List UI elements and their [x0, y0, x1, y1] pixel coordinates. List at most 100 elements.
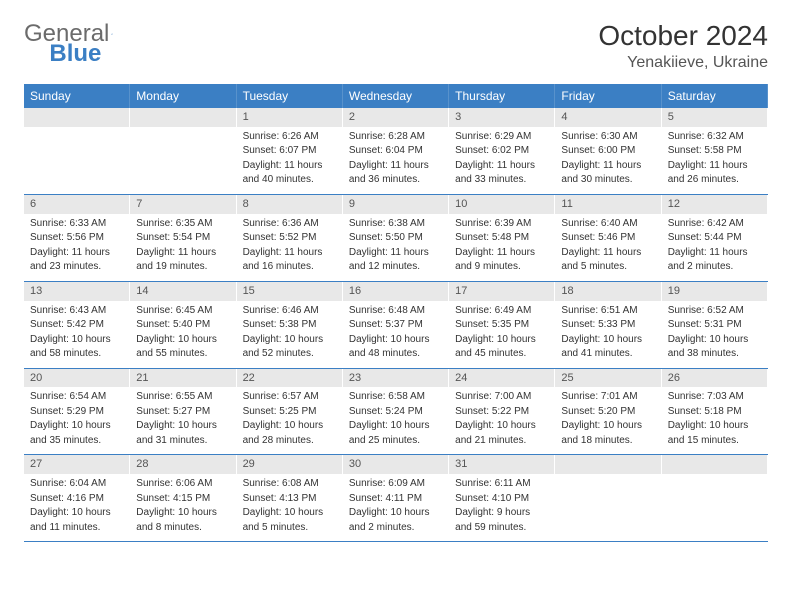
day-line: Daylight: 11 hours	[136, 246, 230, 260]
day-line: Sunset: 5:50 PM	[349, 231, 443, 245]
day-body: Sunrise: 6:30 AMSunset: 6:00 PMDaylight:…	[555, 127, 661, 194]
day-number: 1	[237, 108, 343, 127]
day-cell: 17Sunrise: 6:49 AMSunset: 5:35 PMDayligh…	[449, 282, 555, 368]
day-number	[130, 108, 236, 127]
day-body: Sunrise: 6:32 AMSunset: 5:58 PMDaylight:…	[662, 127, 768, 194]
day-body: Sunrise: 6:57 AMSunset: 5:25 PMDaylight:…	[237, 387, 343, 454]
day-line: Sunset: 5:58 PM	[668, 144, 762, 158]
day-cell	[24, 108, 130, 194]
day-cell: 21Sunrise: 6:55 AMSunset: 5:27 PMDayligh…	[130, 369, 236, 455]
day-line: Daylight: 10 hours	[349, 506, 443, 520]
day-line: and 25 minutes.	[349, 434, 443, 448]
day-line: Sunrise: 6:49 AM	[455, 304, 549, 318]
day-line: Daylight: 10 hours	[455, 333, 549, 347]
day-line: Daylight: 10 hours	[561, 333, 655, 347]
day-line: Sunset: 5:40 PM	[136, 318, 230, 332]
day-line: Daylight: 10 hours	[30, 419, 124, 433]
day-line: and 2 minutes.	[668, 260, 762, 274]
day-cell: 27Sunrise: 6:04 AMSunset: 4:16 PMDayligh…	[24, 455, 130, 541]
day-line: and 33 minutes.	[455, 173, 549, 187]
day-number: 13	[24, 282, 130, 301]
day-line: Daylight: 10 hours	[243, 419, 337, 433]
day-body: Sunrise: 6:58 AMSunset: 5:24 PMDaylight:…	[343, 387, 449, 454]
day-line: Sunrise: 6:36 AM	[243, 217, 337, 231]
day-number: 5	[662, 108, 768, 127]
day-number: 24	[449, 369, 555, 388]
day-line: Sunrise: 6:39 AM	[455, 217, 549, 231]
day-cell: 29Sunrise: 6:08 AMSunset: 4:13 PMDayligh…	[237, 455, 343, 541]
day-line: Daylight: 10 hours	[668, 333, 762, 347]
day-line: Daylight: 10 hours	[349, 419, 443, 433]
day-line: Sunset: 6:07 PM	[243, 144, 337, 158]
day-number: 10	[449, 195, 555, 214]
day-line: Daylight: 11 hours	[455, 246, 549, 260]
day-body: Sunrise: 6:54 AMSunset: 5:29 PMDaylight:…	[24, 387, 130, 454]
day-cell: 25Sunrise: 7:01 AMSunset: 5:20 PMDayligh…	[555, 369, 661, 455]
day-cell: 19Sunrise: 6:52 AMSunset: 5:31 PMDayligh…	[662, 282, 768, 368]
day-number: 19	[662, 282, 768, 301]
day-body: Sunrise: 6:35 AMSunset: 5:54 PMDaylight:…	[130, 214, 236, 281]
day-cell: 9Sunrise: 6:38 AMSunset: 5:50 PMDaylight…	[343, 195, 449, 281]
day-line: Sunrise: 6:04 AM	[30, 477, 124, 491]
day-line: Sunrise: 6:43 AM	[30, 304, 124, 318]
day-cell: 1Sunrise: 6:26 AMSunset: 6:07 PMDaylight…	[237, 108, 343, 194]
day-number: 8	[237, 195, 343, 214]
day-line: Sunset: 4:13 PM	[243, 492, 337, 506]
day-line: Daylight: 11 hours	[243, 246, 337, 260]
day-line: and 28 minutes.	[243, 434, 337, 448]
day-line: Sunrise: 6:55 AM	[136, 390, 230, 404]
day-line: and 2 minutes.	[349, 521, 443, 535]
day-number: 30	[343, 455, 449, 474]
day-line: Sunrise: 6:35 AM	[136, 217, 230, 231]
day-line: Sunset: 5:44 PM	[668, 231, 762, 245]
day-line: Sunrise: 6:51 AM	[561, 304, 655, 318]
day-body: Sunrise: 6:36 AMSunset: 5:52 PMDaylight:…	[237, 214, 343, 281]
day-body: Sunrise: 6:09 AMSunset: 4:11 PMDaylight:…	[343, 474, 449, 541]
day-line: and 40 minutes.	[243, 173, 337, 187]
day-line: Sunrise: 6:58 AM	[349, 390, 443, 404]
day-line: Sunset: 5:46 PM	[561, 231, 655, 245]
day-body: Sunrise: 6:43 AMSunset: 5:42 PMDaylight:…	[24, 301, 130, 368]
day-body: Sunrise: 7:00 AMSunset: 5:22 PMDaylight:…	[449, 387, 555, 454]
week-row: 27Sunrise: 6:04 AMSunset: 4:16 PMDayligh…	[24, 455, 768, 542]
day-line: Sunrise: 6:38 AM	[349, 217, 443, 231]
day-cell: 6Sunrise: 6:33 AMSunset: 5:56 PMDaylight…	[24, 195, 130, 281]
day-line: Sunrise: 6:28 AM	[349, 130, 443, 144]
day-number: 29	[237, 455, 343, 474]
day-line: Sunset: 5:37 PM	[349, 318, 443, 332]
day-line: Sunrise: 6:29 AM	[455, 130, 549, 144]
day-line: and 45 minutes.	[455, 347, 549, 361]
day-line: Daylight: 10 hours	[136, 419, 230, 433]
day-line: Sunset: 5:25 PM	[243, 405, 337, 419]
day-line: Sunset: 5:48 PM	[455, 231, 549, 245]
day-body: Sunrise: 6:26 AMSunset: 6:07 PMDaylight:…	[237, 127, 343, 194]
day-line: and 31 minutes.	[136, 434, 230, 448]
day-body: Sunrise: 6:51 AMSunset: 5:33 PMDaylight:…	[555, 301, 661, 368]
day-number: 14	[130, 282, 236, 301]
dow-cell: Friday	[555, 84, 661, 108]
day-line: Sunset: 5:42 PM	[30, 318, 124, 332]
day-line: Daylight: 10 hours	[243, 506, 337, 520]
day-number: 28	[130, 455, 236, 474]
day-line: Sunset: 4:16 PM	[30, 492, 124, 506]
day-cell: 2Sunrise: 6:28 AMSunset: 6:04 PMDaylight…	[343, 108, 449, 194]
day-line: Daylight: 11 hours	[455, 159, 549, 173]
day-line: and 38 minutes.	[668, 347, 762, 361]
day-line: Daylight: 10 hours	[455, 419, 549, 433]
day-line: Sunrise: 6:09 AM	[349, 477, 443, 491]
day-line: and 23 minutes.	[30, 260, 124, 274]
day-cell: 15Sunrise: 6:46 AMSunset: 5:38 PMDayligh…	[237, 282, 343, 368]
day-line: Sunset: 5:24 PM	[349, 405, 443, 419]
day-body: Sunrise: 6:06 AMSunset: 4:15 PMDaylight:…	[130, 474, 236, 541]
day-number: 23	[343, 369, 449, 388]
day-line: and 16 minutes.	[243, 260, 337, 274]
day-line: and 12 minutes.	[349, 260, 443, 274]
day-cell: 14Sunrise: 6:45 AMSunset: 5:40 PMDayligh…	[130, 282, 236, 368]
day-line: and 59 minutes.	[455, 521, 549, 535]
day-cell: 13Sunrise: 6:43 AMSunset: 5:42 PMDayligh…	[24, 282, 130, 368]
day-line: Sunset: 5:38 PM	[243, 318, 337, 332]
week-row: 20Sunrise: 6:54 AMSunset: 5:29 PMDayligh…	[24, 369, 768, 456]
day-line: Sunset: 5:35 PM	[455, 318, 549, 332]
day-line: Sunrise: 6:54 AM	[30, 390, 124, 404]
day-cell: 3Sunrise: 6:29 AMSunset: 6:02 PMDaylight…	[449, 108, 555, 194]
